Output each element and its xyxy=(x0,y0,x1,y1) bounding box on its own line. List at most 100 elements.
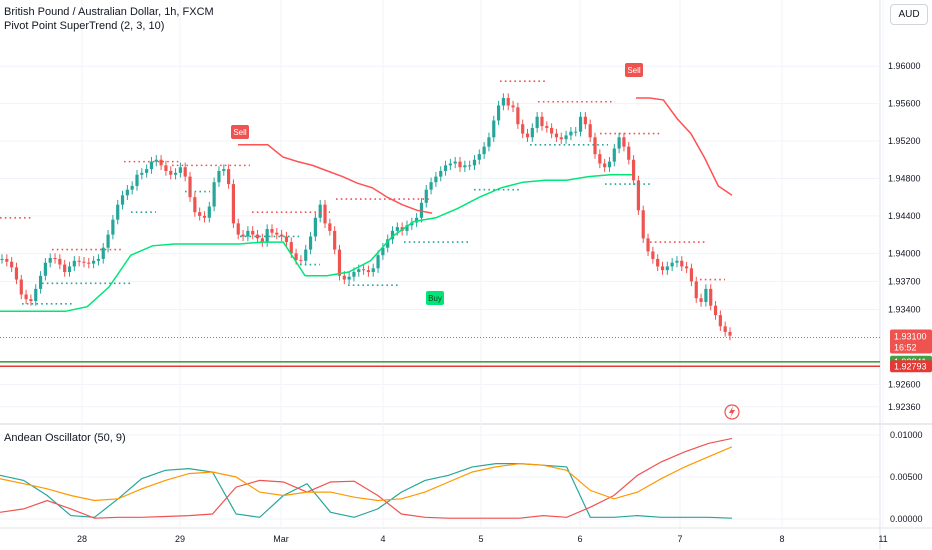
candle xyxy=(125,189,129,196)
signal-badge xyxy=(625,63,643,77)
candle xyxy=(96,258,101,261)
oscillator-series-2 xyxy=(0,437,733,519)
signal-badge xyxy=(426,291,444,305)
candle xyxy=(574,131,578,133)
candle xyxy=(226,169,231,185)
candle xyxy=(19,279,23,295)
x-tick-label: 29 xyxy=(175,534,185,544)
candle xyxy=(390,230,395,240)
candle xyxy=(723,326,727,332)
candle xyxy=(395,227,399,231)
signal-sell-label[interactable]: Sell xyxy=(625,63,643,77)
lightning-icon[interactable] xyxy=(724,404,740,420)
candle xyxy=(347,276,351,280)
candle xyxy=(530,127,534,138)
candle xyxy=(415,217,419,223)
candle xyxy=(48,258,52,263)
candle xyxy=(607,161,612,168)
candle xyxy=(535,116,539,128)
candle xyxy=(270,229,274,233)
candle xyxy=(689,268,694,282)
candle xyxy=(29,299,33,302)
candle xyxy=(675,260,679,263)
supertrend-indicator-label[interactable]: Pivot Point SuperTrend (2, 3, 10) xyxy=(4,20,165,32)
candle xyxy=(554,133,559,138)
candle xyxy=(207,206,211,218)
candle xyxy=(149,161,154,170)
candle xyxy=(217,170,221,183)
candle xyxy=(578,116,583,132)
candle xyxy=(294,253,298,260)
y-tick-label: 1.95600 xyxy=(888,99,921,109)
candle xyxy=(188,176,192,198)
lightning-bolt xyxy=(729,406,735,418)
candle xyxy=(342,275,346,280)
andean-oscillator-label[interactable]: Andean Oscillator (50, 9) xyxy=(4,432,126,444)
candle xyxy=(43,262,47,276)
signal-sell-label[interactable]: Sell xyxy=(231,125,249,139)
candle xyxy=(260,238,264,243)
candle xyxy=(670,262,674,267)
candle xyxy=(487,137,491,147)
currency-button[interactable]: AUD xyxy=(890,4,928,25)
candle xyxy=(251,230,255,235)
candle xyxy=(169,170,173,175)
candle xyxy=(641,210,645,239)
candle xyxy=(135,174,139,186)
candle xyxy=(511,105,515,108)
candle xyxy=(111,219,115,235)
candle xyxy=(405,225,409,231)
candle xyxy=(603,163,607,168)
candle xyxy=(34,288,38,302)
candle xyxy=(443,165,448,171)
candle xyxy=(569,131,573,136)
candle xyxy=(10,261,14,268)
y-tick-label: 1.96000 xyxy=(888,61,921,71)
candle xyxy=(559,137,563,140)
x-tick-label: 28 xyxy=(77,534,87,544)
candle xyxy=(38,275,43,289)
symbol-title[interactable]: British Pound / Australian Dollar, 1h, F… xyxy=(4,6,214,18)
candle xyxy=(612,148,616,162)
signal-buy-label[interactable]: Buy xyxy=(426,291,444,305)
candle xyxy=(198,212,202,216)
candle xyxy=(540,116,544,127)
candle xyxy=(453,161,457,164)
candle xyxy=(328,223,332,231)
candle xyxy=(53,258,57,260)
candle xyxy=(265,229,269,243)
candle xyxy=(583,116,587,125)
x-tick-label: 7 xyxy=(677,534,682,544)
x-tick-label: Mar xyxy=(273,534,289,544)
candle xyxy=(631,159,636,181)
x-tick-label: 11 xyxy=(878,534,887,544)
candle xyxy=(241,234,245,237)
candle xyxy=(713,305,718,316)
candle xyxy=(212,182,216,207)
candle xyxy=(439,170,443,177)
candle xyxy=(434,176,438,183)
candles xyxy=(0,93,732,341)
candle xyxy=(448,163,452,166)
supertrend-down-line xyxy=(238,144,433,214)
candle xyxy=(525,133,530,138)
candle xyxy=(333,230,337,250)
candle xyxy=(550,127,554,134)
candle xyxy=(222,169,226,171)
candle xyxy=(458,161,462,168)
candle xyxy=(116,204,120,220)
candle xyxy=(646,238,650,252)
candle xyxy=(709,288,713,306)
candle xyxy=(694,281,698,299)
candle xyxy=(284,236,289,243)
y-tick-label: 1.94800 xyxy=(888,173,921,183)
candle xyxy=(308,236,313,250)
candle xyxy=(299,259,303,261)
candle xyxy=(718,315,722,327)
candle xyxy=(24,294,28,300)
candle xyxy=(477,154,481,160)
y-tick-label: 1.93400 xyxy=(888,304,921,314)
candle xyxy=(236,223,240,235)
